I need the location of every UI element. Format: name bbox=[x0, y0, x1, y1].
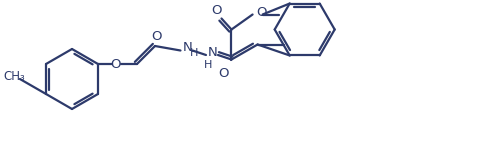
Text: O: O bbox=[218, 67, 229, 80]
Text: N: N bbox=[208, 46, 218, 58]
Text: O: O bbox=[211, 4, 222, 17]
Text: O: O bbox=[152, 31, 162, 44]
Text: H: H bbox=[204, 60, 212, 70]
Text: N: N bbox=[182, 41, 192, 54]
Text: O: O bbox=[256, 6, 267, 19]
Text: CH₃: CH₃ bbox=[3, 69, 25, 82]
Text: O: O bbox=[111, 58, 121, 71]
Text: H: H bbox=[190, 49, 199, 58]
